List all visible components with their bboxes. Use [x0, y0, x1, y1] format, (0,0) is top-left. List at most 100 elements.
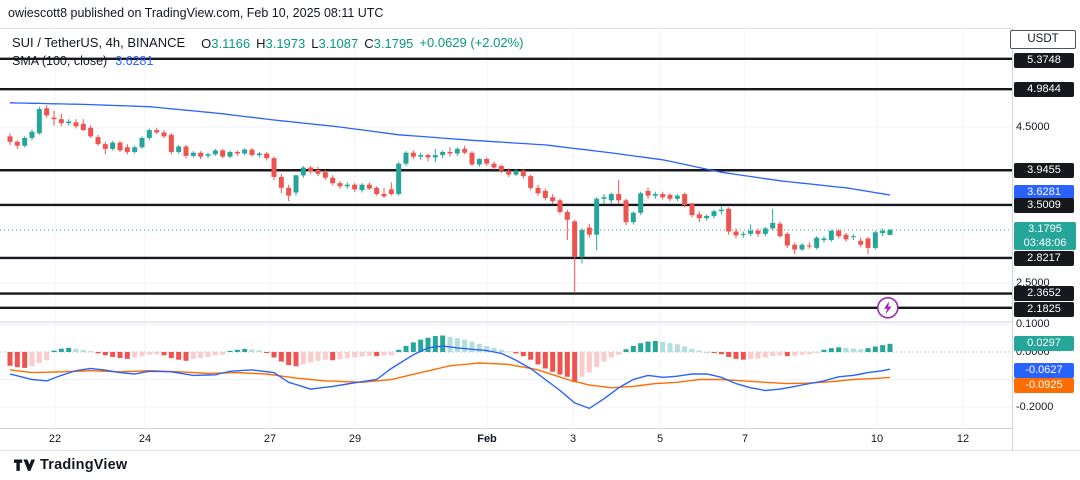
candle-down — [352, 184, 358, 190]
macd-histogram-bar — [454, 338, 460, 352]
footer-bar: TradingView — [0, 450, 1080, 480]
macd-histogram-bar — [770, 352, 776, 357]
candle-down — [102, 144, 108, 149]
candle-down — [792, 244, 798, 250]
macd-histogram-bar — [300, 352, 306, 365]
candle-down — [73, 122, 79, 127]
macd-histogram-bar — [836, 347, 842, 352]
macd-histogram-bar — [352, 352, 358, 358]
axis-price-badge: -0.0627 — [1014, 363, 1074, 378]
macd-histogram-bar — [73, 348, 79, 352]
macd-histogram-bar — [432, 336, 438, 352]
axis-price-badge: 2.8217 — [1014, 251, 1074, 266]
macd-histogram-bar — [476, 343, 482, 352]
macd-histogram-bar — [740, 352, 746, 360]
candle-down — [234, 151, 240, 154]
macd-histogram-bar — [227, 350, 233, 352]
time-tick-label: 5 — [656, 433, 664, 445]
macd-histogram-bar — [667, 343, 673, 352]
macd-signal-line — [9, 362, 891, 389]
macd-histogram-bar — [396, 349, 402, 352]
candle-down — [410, 152, 416, 157]
candle-up — [440, 151, 446, 156]
candle-up — [880, 230, 886, 234]
macd-histogram-bar — [762, 352, 768, 358]
macd-histogram-bar — [161, 352, 167, 356]
time-tick-label: 10 — [870, 433, 884, 445]
candle-down — [117, 142, 123, 151]
candle-up — [799, 244, 805, 250]
macd-histogram-bar — [271, 352, 277, 358]
candle-up — [887, 229, 893, 235]
candle-up — [66, 121, 72, 124]
macd-histogram-bar — [242, 348, 248, 352]
macd-histogram-bar — [220, 352, 226, 355]
macd-histogram-bar — [366, 352, 372, 356]
candle-down — [183, 146, 189, 156]
macd-histogram-bar — [154, 352, 160, 355]
macd-histogram-bar — [95, 352, 101, 354]
macd-histogram-bar — [44, 352, 50, 361]
axis-price-badge: 2.1825 — [1014, 302, 1074, 317]
candle-down — [645, 190, 651, 196]
candle-down — [696, 214, 702, 219]
macd-histogram-bar — [806, 352, 812, 355]
candle-up — [205, 154, 211, 156]
axis-price-badge: 0.0297 — [1014, 336, 1074, 351]
macd-histogram-bar — [506, 351, 512, 353]
candle-up — [674, 195, 680, 199]
macd-histogram-bar — [403, 345, 409, 352]
sma-line[interactable] — [9, 102, 891, 196]
macd-histogram-bar — [638, 343, 644, 352]
candle-down — [806, 245, 812, 247]
tradingview-logo[interactable]: TradingView — [14, 457, 127, 473]
candle-up — [828, 230, 834, 241]
candle-up — [594, 198, 600, 235]
macd-histogram-bar — [469, 341, 475, 352]
candle-up — [227, 151, 233, 157]
candle-up — [176, 146, 182, 152]
symbol-title: SUI / TetherUS, 4h, BINANCE — [12, 35, 186, 51]
candle-up — [770, 222, 776, 229]
candle-down — [264, 153, 270, 159]
macd-histogram-bar — [821, 349, 827, 352]
macd-histogram-bar — [557, 352, 563, 375]
candle-down — [586, 227, 592, 235]
candle-down — [7, 136, 13, 142]
candle-down — [337, 183, 343, 187]
macd-histogram-bar — [542, 352, 548, 369]
macd-histogram-bar — [102, 352, 108, 356]
candle-down — [249, 149, 255, 156]
macd-histogram-bar — [674, 344, 680, 352]
time-axis[interactable]: 22 24 27 29 Feb 3 5 7 10 12 — [0, 428, 1012, 450]
candle-down — [278, 176, 284, 188]
macd-histogram-bar — [359, 352, 365, 357]
candle-down — [542, 190, 548, 198]
candle-up — [300, 167, 306, 176]
macd-histogram-bar — [616, 352, 622, 355]
chart-legend[interactable]: SUI / TetherUS, 4h, BINANCE O3.1166 H3.197… — [12, 34, 523, 68]
candle-up — [432, 155, 438, 158]
candle-down — [616, 194, 622, 201]
macd-histogram-bar — [462, 339, 468, 352]
macd-histogram-bar — [315, 352, 321, 361]
macd-histogram-bar — [601, 352, 607, 362]
macd-histogram-bar — [608, 352, 614, 358]
candle-down — [286, 187, 292, 196]
candle-up — [418, 155, 424, 157]
candle-up — [132, 147, 138, 152]
currency-toggle[interactable]: USDT — [1010, 30, 1076, 49]
time-tick-label: 29 — [348, 433, 362, 445]
candle-up — [396, 163, 402, 195]
macd-histogram-bar — [198, 352, 204, 359]
macd-histogram-bar — [630, 345, 636, 352]
macd-histogram-bar — [792, 352, 798, 356]
chart-canvas[interactable] — [0, 28, 1080, 450]
macd-histogram-bar — [190, 352, 196, 359]
macd-histogram-bar — [887, 343, 893, 352]
macd-histogram-bar — [704, 352, 710, 353]
sma-legend-row[interactable]: SMA (100, close) 3.6281 — [12, 54, 523, 68]
symbol-legend-row[interactable]: SUI / TetherUS, 4h, BINANCE O3.1166 H3.197… — [12, 34, 523, 51]
axis-price-badge: -0.0925 — [1014, 378, 1074, 393]
candle-down — [506, 170, 512, 175]
